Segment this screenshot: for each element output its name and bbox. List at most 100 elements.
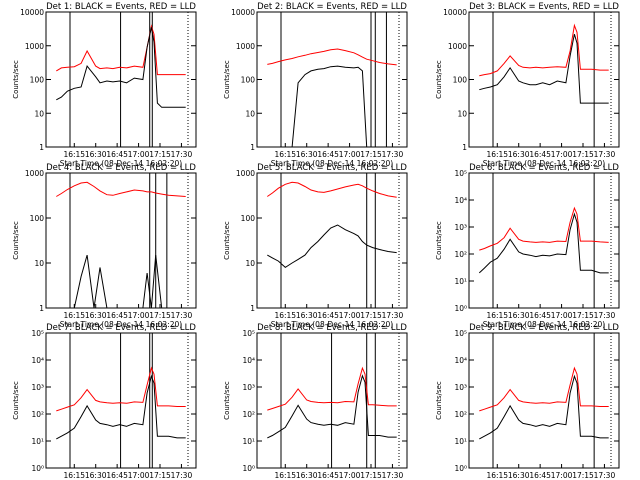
x-tick-label: 17:15 xyxy=(360,471,382,480)
y-tick-label: 1 xyxy=(250,143,255,152)
x-tick-label: 16:15 xyxy=(486,311,508,320)
x-tick-label: 16:45 xyxy=(317,311,339,320)
x-tick-label: 16:30 xyxy=(85,471,107,480)
x-tick-label: 16:30 xyxy=(85,150,107,159)
x-tick-label: 17:00 xyxy=(339,311,361,320)
x-tick-label: 17:00 xyxy=(551,471,573,480)
y-tick-label: 1000 xyxy=(236,169,255,178)
chart-title: Det 8: BLACK = Events, RED = LLD xyxy=(257,323,407,333)
y-tick-label: 10¹ xyxy=(454,277,467,286)
y-tick-label: 100 xyxy=(30,214,45,223)
x-tick-label: 17:00 xyxy=(551,311,573,320)
x-tick-label: 16:15 xyxy=(63,471,85,480)
y-tick-label: 10⁰ xyxy=(454,464,467,473)
y-tick-label: 10000 xyxy=(231,8,255,17)
plot-frame xyxy=(468,11,620,148)
x-tick-label: 17:00 xyxy=(339,471,361,480)
x-axis-label: Start Time (08-Dec-14 16:02:20) xyxy=(60,159,182,168)
y-tick-label: 10⁴ xyxy=(242,356,255,365)
y-tick-label: 100 xyxy=(241,214,256,223)
y-tick-label: 1000 xyxy=(25,169,44,178)
plot-frame xyxy=(45,172,197,309)
series-line-lld xyxy=(267,48,397,66)
x-tick-label: 17:30 xyxy=(171,311,193,320)
x-tick-label: 17:15 xyxy=(149,471,171,480)
chart-panel-3: Det 3: BLACK = Events, RED = LLD 1 10 100 10… xyxy=(435,2,620,168)
x-tick-label: 16:30 xyxy=(508,150,530,159)
series-line-events xyxy=(479,374,609,440)
x-tick-label: 17:00 xyxy=(339,150,361,159)
x-tick-label: 16:45 xyxy=(106,311,128,320)
series-line-events xyxy=(267,374,397,439)
x-tick-label: 16:45 xyxy=(529,150,551,159)
x-tick-label: 17:30 xyxy=(382,311,404,320)
y-axis-label: Counts/sec xyxy=(12,221,20,260)
x-tick-label: 17:15 xyxy=(149,150,171,159)
x-tick-label: 17:30 xyxy=(382,150,404,159)
y-axis-label: Counts/sec xyxy=(223,381,231,420)
chart-panel-1: Det 1: BLACK = Events, RED = LLD 1 10 100 10… xyxy=(12,2,197,168)
x-tick-label: 17:30 xyxy=(171,150,193,159)
x-tick-label: 17:15 xyxy=(360,311,382,320)
y-tick-label: 1000 xyxy=(448,42,467,51)
x-tick-label: 17:15 xyxy=(572,150,594,159)
series-line-lld xyxy=(56,24,186,76)
x-tick-label: 17:15 xyxy=(572,311,594,320)
x-tick-label: 16:30 xyxy=(85,311,107,320)
series-line-lld xyxy=(56,181,186,197)
x-tick-label: 16:30 xyxy=(296,471,318,480)
series-line-lld xyxy=(267,181,397,198)
chart-panel-7: Det 7: BLACK = Events, RED = LLD 10⁰ 10¹ 10… xyxy=(12,323,197,480)
x-tick-label: 16:45 xyxy=(106,471,128,480)
x-tick-label: 16:15 xyxy=(63,150,85,159)
series-line-events xyxy=(278,65,373,147)
plot-frame xyxy=(468,332,620,469)
y-tick-label: 1 xyxy=(39,143,44,152)
series-line-lld xyxy=(267,366,397,411)
series-line-lld xyxy=(479,206,609,251)
y-tick-label: 10² xyxy=(242,410,255,419)
chart-title: Det 9: BLACK = Events, RED = LLD xyxy=(469,323,619,333)
y-tick-label: 10⁰ xyxy=(31,464,44,473)
y-tick-label: 10¹ xyxy=(31,437,44,446)
y-tick-label: 10⁰ xyxy=(454,304,467,313)
chart-title: Det 1: BLACK = Events, RED = LLD xyxy=(46,2,196,12)
x-tick-label: 16:15 xyxy=(63,311,85,320)
y-axis-label: Counts/sec xyxy=(12,60,20,99)
y-axis-label: Counts/sec xyxy=(223,60,231,99)
chart-panel-5: Det 5: BLACK = Events, RED = LLD 1 10 100 10… xyxy=(223,163,408,329)
y-tick-label: 100 xyxy=(241,76,256,85)
y-tick-label: 1 xyxy=(39,304,44,313)
x-tick-label: 17:15 xyxy=(149,311,171,320)
y-tick-label: 10000 xyxy=(443,8,467,17)
chart-title: Det 3: BLACK = Events, RED = LLD xyxy=(469,2,619,12)
x-tick-label: 17:00 xyxy=(128,471,150,480)
y-tick-label: 100 xyxy=(30,76,45,85)
y-tick-label: 10³ xyxy=(31,383,44,392)
y-tick-label: 10 xyxy=(34,259,44,268)
y-tick-label: 10³ xyxy=(242,383,255,392)
x-tick-label: 17:15 xyxy=(360,150,382,159)
chart-panel-2: Det 2: BLACK = Events, RED = LLD 1 10 100 10… xyxy=(223,2,408,168)
x-tick-label: 16:45 xyxy=(317,471,339,480)
x-axis-label: Start Time (08-Dec-14 16:02:20) xyxy=(271,159,393,168)
x-tick-label: 16:30 xyxy=(508,311,530,320)
series-line-events xyxy=(267,224,397,269)
chart-panel-4: Det 4: BLACK = Events, RED = LLD 1 10 100 10… xyxy=(12,163,197,329)
series-line-events xyxy=(478,212,609,274)
x-tick-label: 17:30 xyxy=(171,471,193,480)
y-tick-label: 10000 xyxy=(20,8,44,17)
y-axis-label: Counts/sec xyxy=(435,381,443,420)
y-axis-label: Counts/sec xyxy=(435,60,443,99)
y-tick-label: 10 xyxy=(457,109,467,118)
series-line-lld xyxy=(56,366,186,412)
chart-panel-9: Det 9: BLACK = Events, RED = LLD 10⁰ 10¹ 10… xyxy=(435,323,620,480)
x-tick-label: 16:30 xyxy=(296,311,318,320)
x-tick-label: 16:45 xyxy=(529,471,551,480)
y-tick-label: 10 xyxy=(245,259,255,268)
y-tick-label: 1000 xyxy=(236,42,255,51)
series-line-events xyxy=(56,374,186,440)
series-line-events xyxy=(56,27,186,108)
y-tick-label: 1 xyxy=(250,304,255,313)
